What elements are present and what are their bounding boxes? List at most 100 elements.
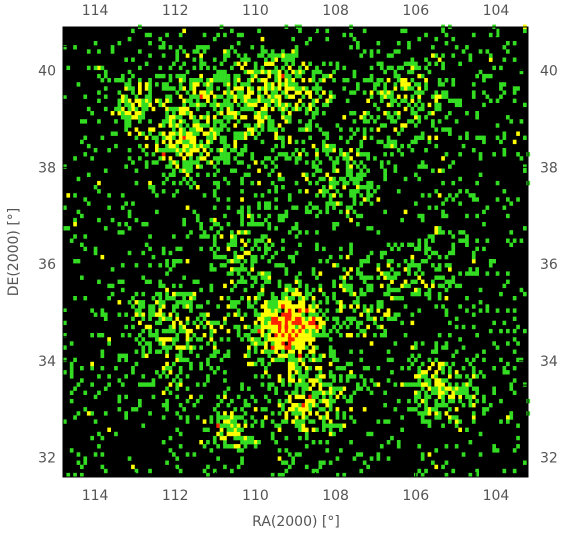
density-cell	[359, 287, 364, 293]
density-cell	[202, 444, 207, 449]
density-cell	[195, 337, 200, 342]
density-cell	[264, 345, 268, 350]
density-cell	[264, 82, 268, 87]
density-cell	[311, 164, 316, 169]
density-cell	[158, 337, 163, 342]
density-cell	[240, 254, 244, 260]
density-cell	[308, 61, 312, 66]
x-tick-label: 114	[82, 488, 109, 504]
density-cell	[298, 300, 302, 305]
density-cell	[182, 222, 186, 227]
density-cell	[158, 102, 163, 108]
density-cell	[226, 82, 231, 87]
density-cell	[396, 263, 401, 268]
density-cell	[124, 222, 128, 227]
density-cell	[386, 263, 391, 268]
density-cell	[356, 452, 360, 457]
density-cell	[114, 366, 118, 371]
density-cell	[134, 180, 139, 186]
density-cell	[83, 94, 88, 99]
density-cell	[523, 328, 527, 334]
density-cell	[465, 390, 469, 395]
density-cell	[304, 65, 309, 71]
density-cell	[308, 341, 312, 346]
density-cell	[291, 419, 295, 424]
density-cell	[243, 312, 248, 317]
density-cell	[209, 267, 214, 272]
density-cell	[322, 131, 326, 136]
density-cell	[277, 328, 282, 334]
density-cell	[247, 90, 251, 95]
density-cell	[243, 123, 248, 128]
density-cell	[257, 78, 261, 83]
density-cell	[512, 41, 517, 46]
density-cell	[86, 65, 91, 71]
density-cell	[298, 374, 302, 379]
density-cell	[76, 460, 81, 465]
density-cell	[141, 291, 146, 297]
density-cell	[315, 98, 319, 103]
density-cell	[233, 82, 238, 87]
density-cell	[199, 139, 203, 145]
density-cell	[63, 94, 67, 99]
density-cell	[172, 234, 176, 239]
density-cell	[461, 49, 466, 54]
density-cell	[322, 189, 326, 194]
density-cell	[247, 222, 251, 227]
density-cell	[236, 423, 241, 428]
density-cell	[277, 403, 282, 408]
density-cell	[284, 61, 289, 66]
density-cell	[100, 308, 105, 313]
density-cell	[410, 61, 415, 66]
density-cell	[185, 398, 190, 404]
density-cell	[482, 357, 486, 363]
density-cell	[250, 127, 255, 132]
density-cell	[393, 407, 398, 412]
density-cell	[509, 119, 514, 124]
density-cell	[424, 246, 428, 252]
density-cell	[264, 102, 268, 108]
density-cell	[315, 242, 319, 247]
density-cell	[304, 464, 309, 470]
density-cell	[424, 242, 428, 247]
density-cell	[243, 53, 248, 58]
density-cell	[127, 209, 132, 215]
density-cell	[86, 143, 91, 149]
density-cell	[448, 164, 452, 169]
density-cell	[202, 49, 207, 54]
density-cell	[80, 378, 84, 383]
density-cell	[172, 193, 176, 198]
density-cell	[356, 267, 360, 272]
density-cell	[485, 49, 490, 54]
density-cell	[195, 316, 200, 321]
density-cell	[226, 86, 231, 91]
density-cell	[219, 78, 224, 83]
density-cell	[499, 419, 503, 424]
density-cell	[182, 296, 186, 301]
density-cell	[103, 312, 108, 317]
density-cell	[301, 139, 306, 145]
density-cell	[148, 185, 152, 190]
density-cell	[141, 115, 146, 120]
density-cell	[417, 135, 422, 140]
density-cell	[304, 366, 309, 371]
density-cell	[342, 283, 347, 289]
density-cell	[236, 73, 241, 79]
density-cell	[519, 287, 524, 293]
density-cell	[253, 407, 258, 412]
density-cell	[124, 357, 128, 363]
density-cell	[390, 152, 394, 157]
density-cell	[100, 464, 105, 470]
density-cell	[458, 419, 462, 424]
density-cell	[441, 304, 445, 309]
density-cell	[185, 259, 190, 264]
density-cell	[284, 271, 289, 276]
density-cell	[185, 316, 190, 321]
density-cell	[298, 106, 302, 112]
density-cell	[362, 407, 367, 412]
density-cell	[308, 123, 312, 128]
density-cell	[417, 394, 422, 400]
density-cell	[301, 357, 306, 363]
density-cell	[110, 45, 115, 50]
density-cell	[356, 222, 360, 227]
